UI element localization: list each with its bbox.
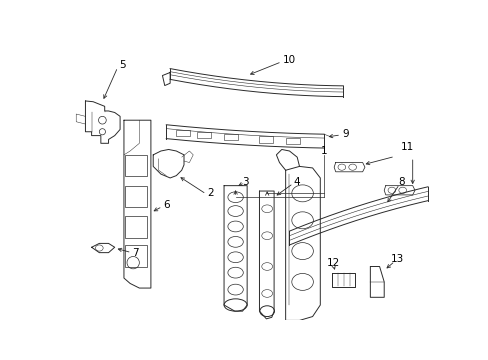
Bar [224, 134, 238, 140]
Text: 6: 6 [163, 200, 169, 210]
Bar [176, 130, 190, 136]
Text: 4: 4 [293, 177, 300, 187]
Text: 3: 3 [242, 177, 248, 187]
Bar [125, 155, 147, 176]
Text: 10: 10 [283, 55, 295, 65]
Text: 12: 12 [326, 258, 339, 267]
Text: 9: 9 [342, 129, 348, 139]
Bar [125, 245, 147, 266]
Text: 2: 2 [206, 188, 213, 198]
Bar [125, 216, 147, 238]
Bar [125, 186, 147, 207]
Text: 11: 11 [400, 142, 413, 152]
Text: 7: 7 [132, 248, 139, 258]
Bar [285, 138, 299, 144]
Text: 13: 13 [390, 254, 403, 264]
Bar [197, 132, 210, 138]
Text: 5: 5 [119, 60, 125, 70]
Bar [258, 136, 272, 143]
Text: 1: 1 [320, 146, 327, 156]
Text: 8: 8 [397, 177, 404, 187]
